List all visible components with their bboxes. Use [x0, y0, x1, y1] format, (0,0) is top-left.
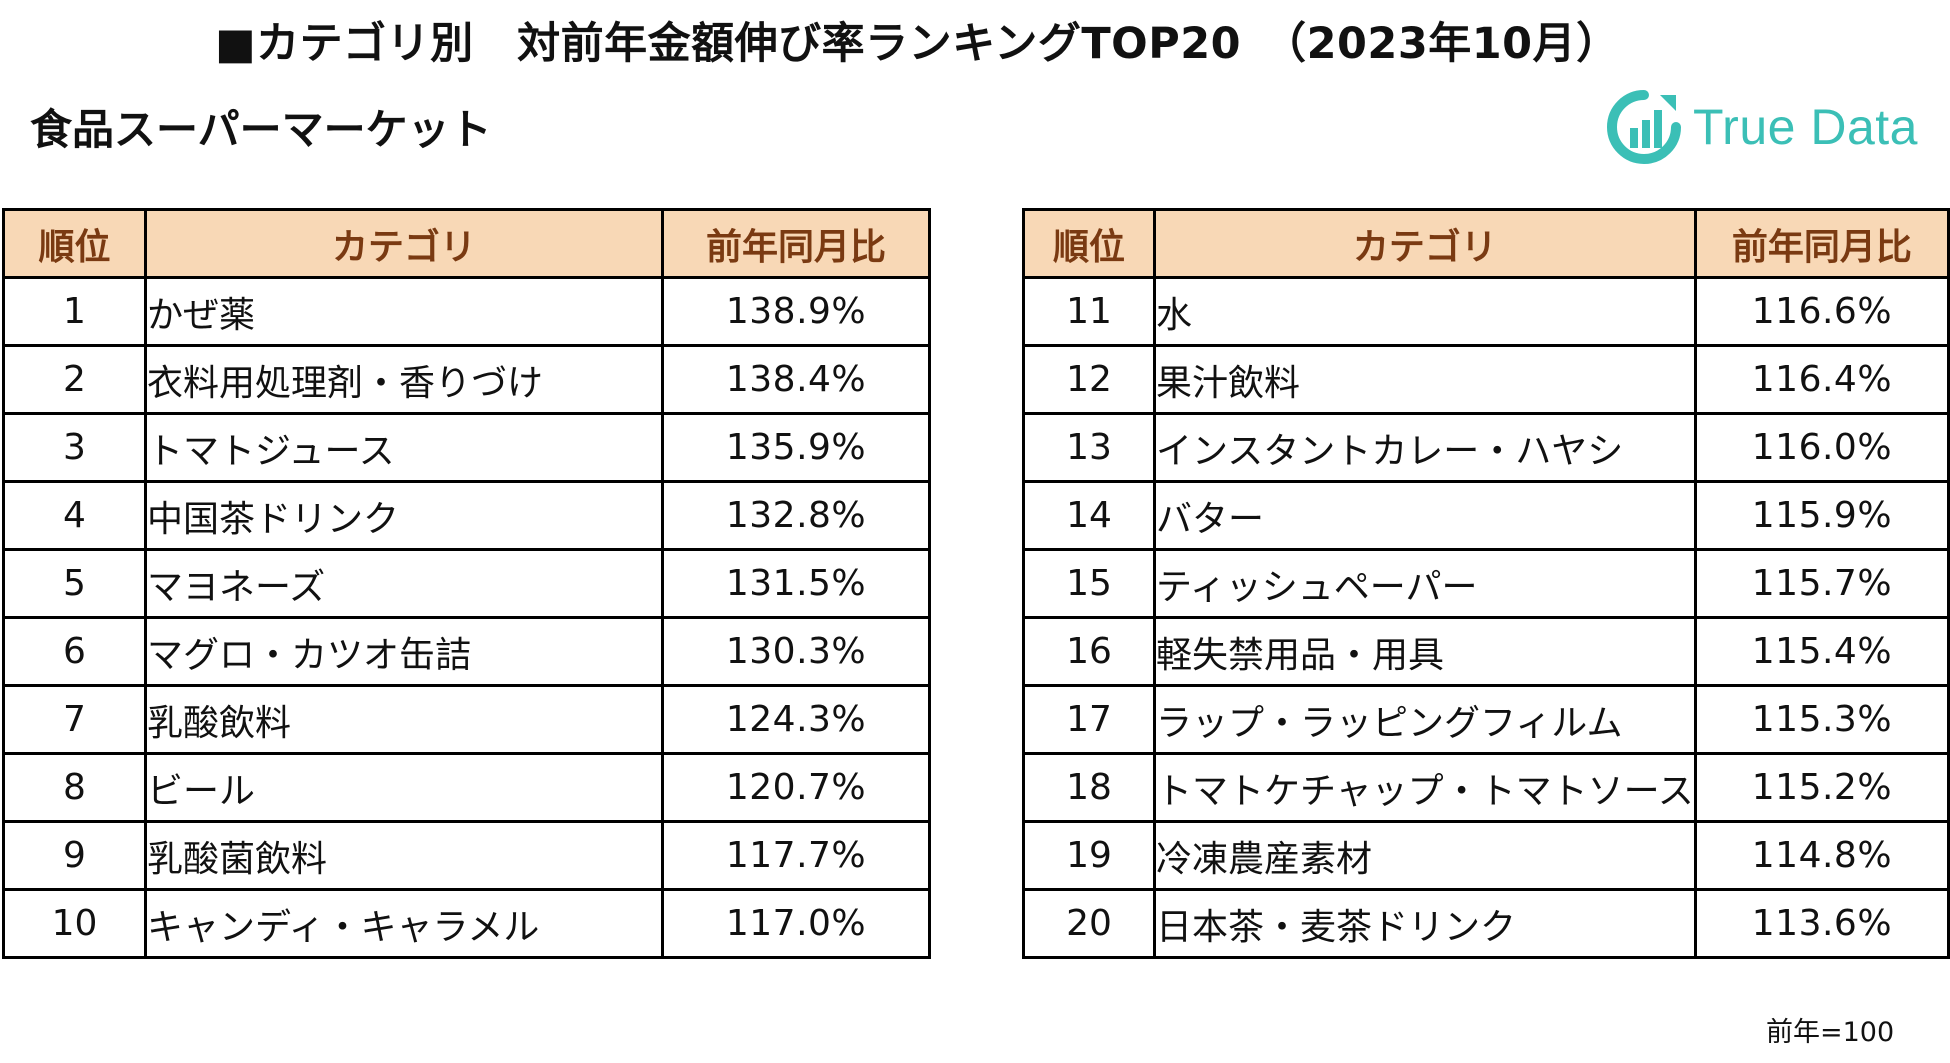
- rank-cell: 1: [2, 276, 147, 347]
- rank-cell: 19: [1022, 820, 1156, 891]
- rank-cell: 8: [2, 752, 147, 823]
- ratio-cell: 116.4%: [1693, 344, 1950, 415]
- rank-cell: 2: [2, 344, 147, 415]
- rank-cell: 11: [1022, 276, 1156, 347]
- table-row: 12 果汁飲料 116.4%: [1022, 344, 1950, 415]
- category-cell: ティッシュペーパー: [1152, 548, 1697, 619]
- rank-cell: 12: [1022, 344, 1156, 415]
- table-row: 1 かぜ薬 138.9%: [2, 276, 931, 347]
- rank-cell: 18: [1022, 752, 1156, 823]
- table-row: 11 水 116.6%: [1022, 276, 1950, 347]
- true-data-logo-icon: [1607, 90, 1681, 164]
- rank-cell: 20: [1022, 888, 1156, 959]
- ratio-cell: 113.6%: [1693, 888, 1950, 959]
- category-cell: 水: [1152, 276, 1697, 347]
- rank-cell: 5: [2, 548, 147, 619]
- ratio-cell: 115.9%: [1693, 480, 1950, 551]
- header-ratio: 前年同月比: [661, 208, 931, 279]
- category-cell: ビール: [144, 752, 664, 823]
- ratio-cell: 117.7%: [661, 820, 931, 891]
- ratio-cell: 138.4%: [661, 344, 931, 415]
- category-cell: 冷凍農産素材: [1152, 820, 1697, 891]
- table-header-row: 順位 カテゴリ 前年同月比: [2, 208, 931, 279]
- table-row: 13 インスタントカレー・ハヤシ 116.0%: [1022, 412, 1950, 483]
- table-row: 20 日本茶・麦茶ドリンク 113.6%: [1022, 888, 1950, 959]
- table-row: 2 衣料用処理剤・香りづけ 138.4%: [2, 344, 931, 415]
- table-row: 9 乳酸菌飲料 117.7%: [2, 820, 931, 891]
- rank-cell: 14: [1022, 480, 1156, 551]
- category-cell: インスタントカレー・ハヤシ: [1152, 412, 1697, 483]
- true-data-logo: True Data: [1605, 88, 1918, 166]
- category-cell: 中国茶ドリンク: [144, 480, 664, 551]
- category-cell: 乳酸飲料: [144, 684, 664, 755]
- table-header-row: 順位 カテゴリ 前年同月比: [1022, 208, 1950, 279]
- category-cell: かぜ薬: [144, 276, 664, 347]
- category-cell: マグロ・カツオ缶詰: [144, 616, 664, 687]
- header-rank: 順位: [1022, 208, 1156, 279]
- table-row: 7 乳酸飲料 124.3%: [2, 684, 931, 755]
- ratio-cell: 130.3%: [661, 616, 931, 687]
- category-cell: トマトジュース: [144, 412, 664, 483]
- table-row: 17 ラップ・ラッピングフィルム 115.3%: [1022, 684, 1950, 755]
- logo-text: True Data: [1693, 99, 1918, 155]
- ratio-cell: 115.3%: [1693, 684, 1950, 755]
- category-cell: 果汁飲料: [1152, 344, 1697, 415]
- ranking-table-left: 順位 カテゴリ 前年同月比 1 かぜ薬 138.9% 2 衣料用処理剤・香りづけ 138…: [2, 208, 931, 959]
- ratio-cell: 138.9%: [661, 276, 931, 347]
- category-cell: マヨネーズ: [144, 548, 664, 619]
- table-row: 6 マグロ・カツオ缶詰 130.3%: [2, 616, 931, 687]
- baseline-note: 前年=100: [1766, 1017, 1895, 1048]
- ratio-cell: 115.7%: [1693, 548, 1950, 619]
- header-rank: 順位: [2, 208, 147, 279]
- rank-cell: 7: [2, 684, 147, 755]
- table-row: 18 トマトケチャップ・トマトソース 115.2%: [1022, 752, 1950, 823]
- category-cell: 日本茶・麦茶ドリンク: [1152, 888, 1697, 959]
- table-row: 16 軽失禁用品・用具 115.4%: [1022, 616, 1950, 687]
- table-row: 14 バター 115.9%: [1022, 480, 1950, 551]
- table-row: 10 キャンディ・キャラメル 117.0%: [2, 888, 931, 959]
- header-category: カテゴリ: [144, 208, 664, 279]
- rank-cell: 3: [2, 412, 147, 483]
- rank-cell: 9: [2, 820, 147, 891]
- ratio-cell: 115.2%: [1693, 752, 1950, 823]
- rank-cell: 13: [1022, 412, 1156, 483]
- table-row: 4 中国茶ドリンク 132.8%: [2, 480, 931, 551]
- table-row: 19 冷凍農産素材 114.8%: [1022, 820, 1950, 891]
- ratio-cell: 116.6%: [1693, 276, 1950, 347]
- category-cell: ラップ・ラッピングフィルム: [1152, 684, 1697, 755]
- ratio-cell: 116.0%: [1693, 412, 1950, 483]
- category-cell: 乳酸菌飲料: [144, 820, 664, 891]
- ratio-cell: 132.8%: [661, 480, 931, 551]
- ratio-cell: 120.7%: [661, 752, 931, 823]
- category-cell: キャンディ・キャラメル: [144, 888, 664, 959]
- category-cell: 軽失禁用品・用具: [1152, 616, 1697, 687]
- ratio-cell: 131.5%: [661, 548, 931, 619]
- page-title: ■カテゴリ別 対前年金額伸び率ランキングTOP20 （2023年10月）: [215, 19, 1620, 69]
- ranking-table-right: 順位 カテゴリ 前年同月比 11 水 116.6% 12 果汁飲料 116.4% 13 イ…: [1022, 208, 1950, 959]
- header-category: カテゴリ: [1152, 208, 1697, 279]
- ratio-cell: 124.3%: [661, 684, 931, 755]
- rank-cell: 16: [1022, 616, 1156, 687]
- rank-cell: 10: [2, 888, 147, 959]
- table-row: 8 ビール 120.7%: [2, 752, 931, 823]
- table-row: 5 マヨネーズ 131.5%: [2, 548, 931, 619]
- ratio-cell: 135.9%: [661, 412, 931, 483]
- ratio-cell: 114.8%: [1693, 820, 1950, 891]
- category-cell: トマトケチャップ・トマトソース: [1152, 752, 1697, 823]
- page-subtitle: 食品スーパーマーケット: [30, 105, 492, 154]
- category-cell: バター: [1152, 480, 1697, 551]
- header-ratio: 前年同月比: [1693, 208, 1950, 279]
- rank-cell: 17: [1022, 684, 1156, 755]
- table-row: 3 トマトジュース 135.9%: [2, 412, 931, 483]
- ratio-cell: 115.4%: [1693, 616, 1950, 687]
- rank-cell: 15: [1022, 548, 1156, 619]
- rank-cell: 6: [2, 616, 147, 687]
- ratio-cell: 117.0%: [661, 888, 931, 959]
- table-row: 15 ティッシュペーパー 115.7%: [1022, 548, 1950, 619]
- category-cell: 衣料用処理剤・香りづけ: [144, 344, 664, 415]
- rank-cell: 4: [2, 480, 147, 551]
